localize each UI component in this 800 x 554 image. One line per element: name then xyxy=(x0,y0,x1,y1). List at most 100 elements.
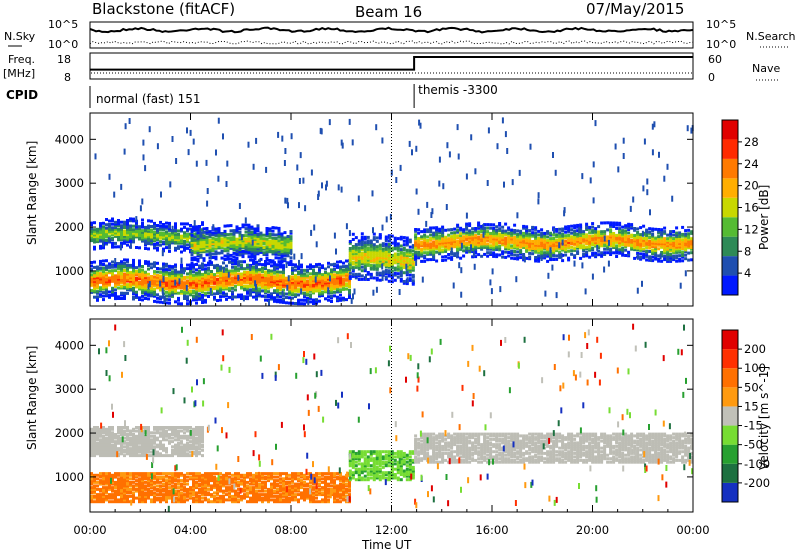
power-cell xyxy=(126,279,129,283)
power-cell xyxy=(240,276,243,279)
velocity-cell xyxy=(126,429,129,433)
power-cell xyxy=(465,226,469,230)
power-cell xyxy=(217,230,221,234)
power-cell xyxy=(279,276,282,279)
power-cell xyxy=(174,289,177,293)
power-cell xyxy=(108,219,111,223)
power-cell xyxy=(495,246,499,250)
velocity-cell xyxy=(90,438,93,442)
power-cell xyxy=(630,224,634,228)
power-cell xyxy=(288,296,291,300)
power-cell xyxy=(247,251,251,255)
power-cell xyxy=(108,276,111,280)
power-cell xyxy=(262,238,266,242)
power-cell xyxy=(561,248,565,252)
velocity-cell xyxy=(141,433,144,436)
power-cell xyxy=(483,242,487,246)
power-cell xyxy=(279,286,282,290)
power-cell xyxy=(99,234,102,238)
power-cell xyxy=(165,273,168,277)
power-cell xyxy=(600,242,604,246)
power-cell xyxy=(108,294,111,297)
power-cell xyxy=(489,247,493,251)
power-cell xyxy=(144,234,147,238)
velocity-cell xyxy=(162,438,165,442)
power-cell xyxy=(330,275,333,279)
power-cell xyxy=(244,237,248,241)
velocity-cell xyxy=(93,500,96,504)
power-cell xyxy=(390,262,394,266)
power-cell xyxy=(249,291,252,295)
power-cell xyxy=(262,246,266,249)
power-cell xyxy=(148,281,151,288)
velocity-cell xyxy=(156,450,159,454)
power-cell xyxy=(229,229,233,233)
power-cell xyxy=(324,281,327,285)
power-cell xyxy=(114,279,117,283)
power-cell xyxy=(621,253,625,257)
power-cell xyxy=(288,287,291,291)
velocity-cell xyxy=(123,433,126,436)
power-cell xyxy=(201,265,204,269)
power-cell xyxy=(507,245,511,249)
velocity-cell xyxy=(144,436,147,440)
power-cell xyxy=(240,284,243,288)
power-cell xyxy=(286,284,289,291)
power-cell xyxy=(147,240,150,244)
power-cell xyxy=(183,277,186,281)
power-cell xyxy=(501,238,505,241)
power-cell xyxy=(615,226,619,230)
power-cell xyxy=(489,237,493,241)
power-cell xyxy=(289,235,293,239)
power-cell xyxy=(435,236,439,240)
power-cell xyxy=(120,293,123,297)
power-cell xyxy=(102,282,105,286)
velocity-cell xyxy=(138,441,141,445)
power-cell xyxy=(579,235,583,239)
power-cell xyxy=(381,251,385,254)
power-cell xyxy=(363,244,367,248)
power-cell xyxy=(465,231,469,235)
power-cell xyxy=(114,220,117,224)
power-cell xyxy=(174,238,177,242)
velocity-cell xyxy=(99,447,102,451)
power-cell xyxy=(378,255,382,259)
power-cell xyxy=(511,179,514,186)
power-cell xyxy=(150,233,153,237)
power-cell xyxy=(201,283,204,287)
power-cell xyxy=(246,286,249,290)
power-cell xyxy=(525,235,529,239)
power-cell xyxy=(123,258,126,262)
power-cell xyxy=(207,295,210,298)
power-cell xyxy=(280,246,284,250)
power-cell xyxy=(93,295,96,299)
power-cell xyxy=(492,247,496,251)
power-cell xyxy=(471,246,475,250)
power-cell xyxy=(378,273,382,277)
velocity-cell xyxy=(102,441,105,445)
power-cell xyxy=(99,273,102,277)
power-cell xyxy=(159,277,162,281)
power-cell xyxy=(249,274,252,278)
power-cell xyxy=(204,276,207,280)
power-cell xyxy=(501,241,505,245)
power-cell xyxy=(214,255,218,259)
power-cell xyxy=(153,261,156,265)
power-cell xyxy=(372,289,375,296)
power-cell xyxy=(327,261,330,265)
power-cell xyxy=(588,241,592,245)
power-cell xyxy=(414,256,418,260)
power-cell xyxy=(618,242,622,246)
power-cell xyxy=(213,266,216,270)
power-cell xyxy=(144,238,147,242)
power-cell xyxy=(642,237,646,240)
power-cell xyxy=(288,292,291,296)
power-cell xyxy=(222,279,225,282)
power-cell xyxy=(198,275,201,278)
power-cell xyxy=(193,228,197,232)
velocity-cell xyxy=(141,438,144,442)
velocity-cell xyxy=(189,440,192,444)
power-cell xyxy=(291,275,294,279)
power-cell xyxy=(672,238,676,242)
power-cell xyxy=(165,239,168,243)
